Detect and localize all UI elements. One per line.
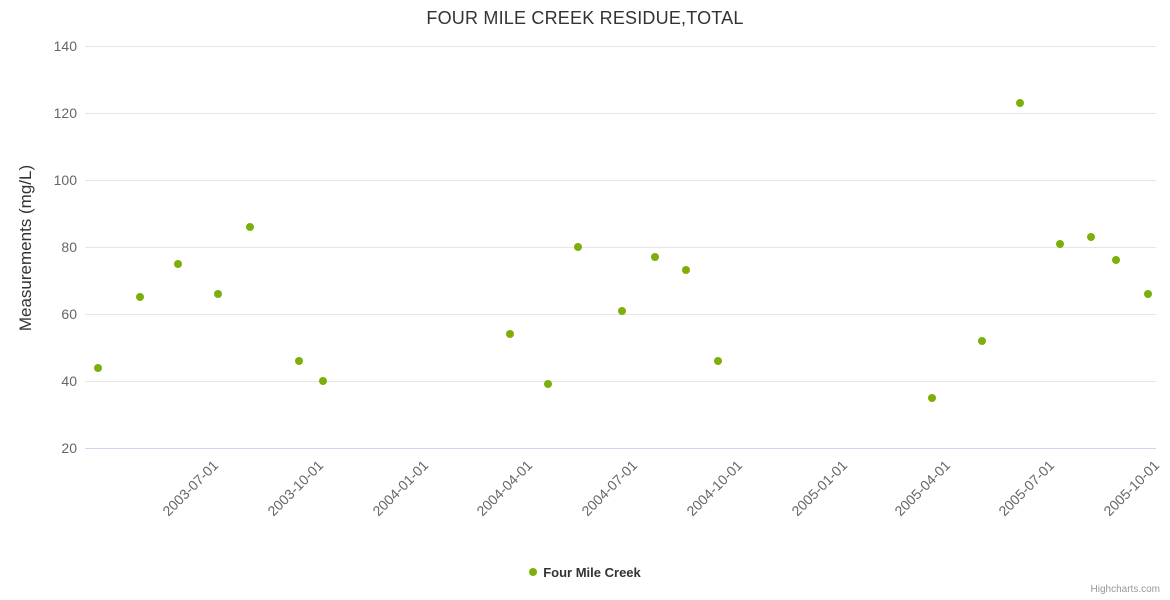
data-point[interactable] (505, 330, 514, 339)
data-point[interactable] (617, 306, 626, 315)
chart-title: FOUR MILE CREEK RESIDUE,TOTAL (426, 8, 744, 28)
data-point[interactable] (93, 363, 102, 372)
y-axis-tick-label: 80 (61, 239, 77, 255)
gridline (85, 45, 1156, 47)
data-point[interactable] (574, 243, 583, 251)
data-point[interactable] (978, 336, 987, 345)
data-point[interactable] (135, 293, 144, 302)
data-point[interactable] (927, 393, 936, 402)
highcharts-credit-link[interactable]: Highcharts.com (1090, 584, 1160, 595)
y-axis-tick-label: 140 (53, 38, 77, 54)
data-point[interactable] (650, 253, 659, 262)
legend-item-four-mile-creek[interactable]: Four Mile Creek (0, 562, 1170, 582)
data-point[interactable] (681, 266, 690, 275)
data-point[interactable] (544, 380, 553, 389)
data-point[interactable] (294, 356, 303, 365)
x-axis-line (85, 448, 1156, 449)
data-point[interactable] (1086, 232, 1095, 241)
data-point[interactable] (319, 377, 327, 385)
data-point[interactable] (245, 222, 254, 231)
data-point[interactable] (173, 259, 182, 268)
data-point[interactable] (213, 289, 222, 298)
y-axis-tick-label: 20 (61, 440, 77, 456)
gridline (85, 112, 1156, 114)
data-point[interactable] (1111, 256, 1120, 265)
y-axis-tick-label: 60 (61, 306, 77, 322)
y-axis-tick-label: 40 (61, 373, 77, 389)
gridline (85, 179, 1156, 181)
legend-marker-icon (529, 568, 538, 576)
y-axis-tick-label: 100 (53, 172, 77, 188)
data-point[interactable] (1055, 239, 1064, 248)
y-axis-tick-label: 120 (53, 105, 77, 121)
data-point[interactable] (1143, 289, 1152, 298)
data-point[interactable] (1015, 98, 1024, 107)
data-point[interactable] (713, 356, 722, 365)
gridline (85, 380, 1156, 382)
legend-label: Four Mile Creek (543, 564, 641, 580)
gridline (85, 246, 1156, 248)
